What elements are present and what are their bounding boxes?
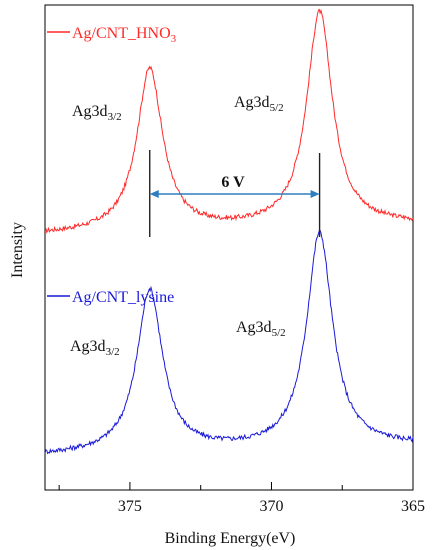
legend-hno3: Ag/CNT_HNO3 [47,25,177,45]
spacing-arrowhead-left [149,190,159,198]
peak-label-lysine-3d32: Ag3d3/2 [70,338,120,358]
x-tick-label-2: 365 [401,498,425,515]
peak-label-lysine-3d52: Ag3d5/2 [236,319,286,339]
legend-label-hno3: Ag/CNT_HNO3 [72,25,177,45]
spectrum-line-hno3 [44,8,414,234]
spectrum-line-lysine [44,229,414,455]
plot-frame [44,4,414,491]
spacing-label: 6 V [221,174,245,191]
x-tick-label-1: 370 [259,498,283,515]
legend-lysine: Ag/CNT_lysine [47,289,174,306]
peak-label-hno3-3d32: Ag3d3/2 [72,103,122,123]
x-axis-ticks: 375 370 365 [58,482,425,515]
x-axis-label: Binding Energy(eV) [165,530,296,547]
y-axis-label: Intensity [9,222,26,278]
spacing-arrow [149,190,320,198]
legend-label-lysine: Ag/CNT_lysine [72,289,174,306]
x-tick-label-0: 375 [118,498,142,515]
spacing-arrowhead-right [310,190,320,198]
peak-label-hno3-3d52: Ag3d5/2 [234,94,284,114]
